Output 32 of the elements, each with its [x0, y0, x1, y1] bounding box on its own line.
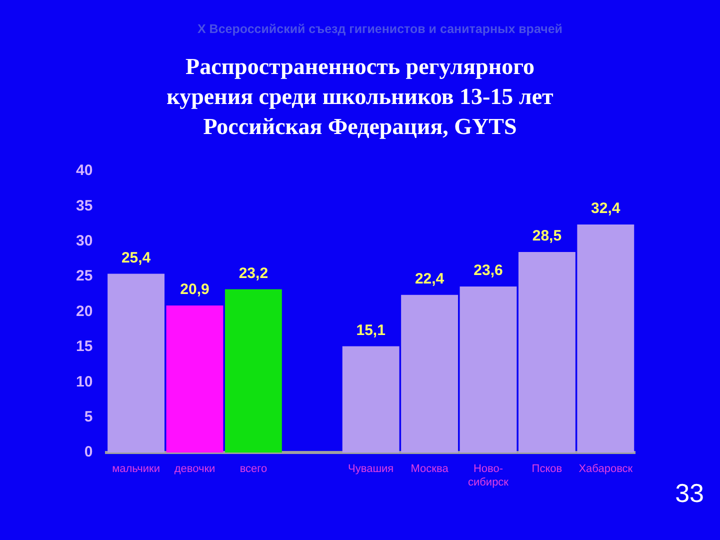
bar — [166, 305, 224, 453]
x-tick-label: мальчики — [112, 463, 160, 476]
x-tick-label: девочки — [174, 463, 216, 476]
y-tick-label: 20 — [76, 302, 93, 320]
data-label: 23,2 — [238, 264, 268, 282]
data-label: 23,6 — [474, 262, 503, 280]
data-label: 20,9 — [180, 281, 210, 298]
x-tick-label: Москва — [410, 463, 450, 476]
text: 33 — [675, 478, 704, 509]
x-tick-label: Псков — [532, 463, 562, 476]
bar — [108, 274, 165, 453]
data-label: 15,1 — [356, 322, 386, 339]
x-tick-label: Хабаровск — [578, 463, 633, 476]
x-tick-label: Чувашия — [348, 463, 394, 476]
x-tick-label: всего — [240, 463, 268, 476]
data-label: 25,4 — [121, 249, 152, 266]
y-tick-label: 5 — [84, 408, 93, 426]
x-tick-label: Ново- сибирск — [468, 463, 509, 488]
data-label: 28,5 — [532, 228, 562, 245]
data-label: 22,4 — [414, 270, 445, 288]
chart-title: Распространенность регулярного курения среди школьников 13-15 лет Российская Федерация, GYTS — [166, 53, 554, 141]
y-tick-label: 30 — [76, 232, 93, 250]
y-tick-label: 35 — [76, 197, 93, 214]
y-tick-label: 10 — [76, 373, 93, 390]
chart-subtitle: X Всероссийский съезд гигиенистов и санитарных врачей — [196, 22, 564, 36]
y-tick-label: 40 — [76, 162, 93, 180]
data-label: 32,4 — [591, 200, 621, 218]
y-tick-label: 25 — [76, 268, 93, 285]
bar — [224, 289, 282, 453]
y-tick-label: 15 — [76, 338, 93, 356]
y-tick-label: 0 — [84, 444, 93, 461]
bar — [460, 286, 517, 453]
